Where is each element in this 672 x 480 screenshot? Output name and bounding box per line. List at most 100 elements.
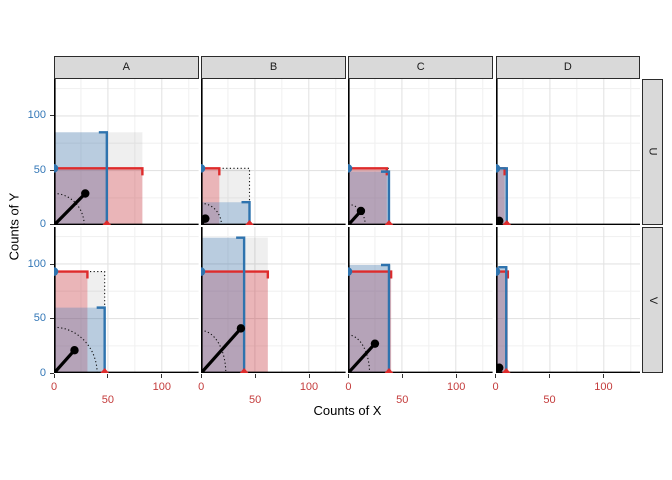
facet-col-label-C: C xyxy=(416,60,425,73)
x-tick-label: 0 xyxy=(198,381,205,393)
x-tick-label: 100 xyxy=(299,381,319,393)
panel-C-V xyxy=(348,227,493,374)
blue-rect-fill xyxy=(495,267,506,374)
red-bracket xyxy=(348,166,389,175)
facet-row-label-V: V xyxy=(646,296,659,305)
black-segment xyxy=(54,191,87,225)
facet-row-strip-U: U xyxy=(642,78,663,225)
y-tick-label: 0 xyxy=(39,218,46,231)
red-triangle-marker xyxy=(501,368,511,374)
blue-bracket xyxy=(498,166,508,225)
panel-C-U xyxy=(348,78,493,225)
red-rect-fill xyxy=(54,167,143,225)
x-tick-mark xyxy=(107,374,109,378)
x-axis-title: Counts of X xyxy=(313,403,382,418)
black-dot-marker xyxy=(495,363,504,373)
blue-bracket xyxy=(497,266,508,374)
dotted-arc xyxy=(201,202,223,225)
y-tick-mark xyxy=(49,263,54,265)
x-tick-mark xyxy=(455,374,457,378)
red-rect-fill xyxy=(348,271,392,374)
x-tick-label: 0 xyxy=(50,381,58,393)
dotted-arc xyxy=(201,330,227,374)
red-triangle-marker xyxy=(384,368,394,374)
blue-bracket xyxy=(381,169,391,225)
blue-halfdisc-marker xyxy=(201,267,206,277)
y-tick-mark xyxy=(49,373,54,374)
gray-bbox-fill xyxy=(54,271,105,374)
black-dot-marker xyxy=(357,206,366,215)
blue-rect-fill xyxy=(348,265,390,374)
red-rect-fill xyxy=(495,271,508,374)
x-tick-mark xyxy=(254,374,256,378)
blue-halfdisc-marker xyxy=(348,163,353,173)
facet-col-strip-C: C xyxy=(348,55,493,79)
red-bracket xyxy=(201,166,221,175)
red-bracket xyxy=(201,270,270,279)
blue-halfdisc-marker xyxy=(495,267,500,277)
dotted-arc xyxy=(54,192,85,225)
y-tick-mark xyxy=(49,114,54,116)
gray-bbox-fill xyxy=(201,167,250,225)
x-tick-mark xyxy=(161,374,163,378)
x-tick-mark xyxy=(200,374,202,378)
black-segment xyxy=(201,327,243,374)
blue-rect-fill xyxy=(495,167,507,225)
black-dot-marker xyxy=(495,216,504,225)
x-tick-mark xyxy=(347,374,349,378)
y-tick-mark xyxy=(49,318,54,320)
y-tick-label: 100 xyxy=(27,257,46,270)
dotted-arc xyxy=(348,334,371,374)
blue-bracket xyxy=(241,200,251,225)
gray-bbox-fill xyxy=(348,265,392,374)
black-dot-marker xyxy=(201,213,210,223)
x-tick-label: 0 xyxy=(492,381,499,393)
facet-col-label-A: A xyxy=(122,60,130,73)
dotted-rect xyxy=(54,271,106,374)
x-tick-label: 0 xyxy=(345,381,352,393)
x-tick-label: 50 xyxy=(396,394,409,406)
red-triangle-marker xyxy=(245,219,255,225)
blue-bracket xyxy=(96,306,106,374)
y-tick-label: 50 xyxy=(33,163,46,176)
blue-halfdisc-marker xyxy=(348,267,353,277)
gray-bbox-fill xyxy=(495,267,508,374)
blue-bracket xyxy=(381,264,391,374)
red-rect-fill xyxy=(495,167,505,225)
y-tick-mark xyxy=(49,169,54,171)
x-tick-mark xyxy=(495,374,497,378)
facet-row-label-U: U xyxy=(646,147,659,156)
x-tick-label: 100 xyxy=(447,381,466,393)
y-tick-label: 0 xyxy=(39,367,46,379)
red-rect-fill xyxy=(201,271,269,374)
x-tick-label: 50 xyxy=(543,394,556,406)
black-segment xyxy=(348,342,377,374)
x-tick-label: 100 xyxy=(594,381,613,393)
blue-halfdisc-marker xyxy=(201,163,206,173)
panel-A-U xyxy=(54,78,199,225)
blue-rect-fill xyxy=(201,201,250,225)
red-bracket xyxy=(348,270,393,279)
facet-col-label-D: D xyxy=(563,60,572,73)
red-bracket xyxy=(54,270,89,279)
black-dot-marker xyxy=(236,324,246,333)
blue-bracket xyxy=(98,130,109,225)
red-triangle-marker xyxy=(239,368,249,374)
black-segment xyxy=(54,349,76,374)
panel-D-U xyxy=(495,78,641,225)
y-tick-mark xyxy=(49,224,54,226)
dotted-arc xyxy=(54,327,98,374)
facet-col-label-B: B xyxy=(269,60,278,73)
red-triangle-marker xyxy=(501,219,511,225)
red-triangle-marker xyxy=(102,219,112,225)
panel-B-V xyxy=(201,227,346,374)
black-dot-marker xyxy=(81,188,90,198)
gray-bbox-fill xyxy=(495,167,507,225)
red-triangle-marker xyxy=(384,219,394,225)
x-tick-mark xyxy=(602,374,604,378)
x-tick-mark xyxy=(53,374,55,378)
x-tick-label: 100 xyxy=(152,381,171,393)
blue-halfdisc-marker xyxy=(54,163,59,173)
facet-row-strip-V: V xyxy=(642,227,663,374)
